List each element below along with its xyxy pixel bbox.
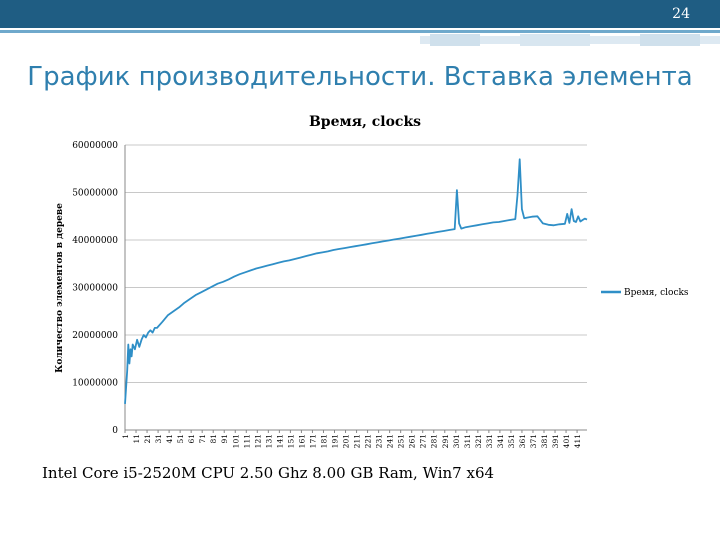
- x-tick-label-26: 261: [408, 434, 417, 448]
- x-tick-label-28: 281: [430, 434, 439, 448]
- x-tick-label-35: 351: [507, 434, 516, 448]
- axes: [124, 145, 587, 433]
- header-stripe-1: [0, 30, 720, 33]
- x-tick-label-16: 161: [297, 434, 306, 448]
- x-tick-label-14: 141: [275, 434, 284, 448]
- x-tick-label-13: 131: [264, 434, 273, 448]
- x-tick-label-3: 31: [154, 434, 163, 444]
- header-block-2: [520, 34, 590, 46]
- x-tick-label-27: 271: [419, 434, 428, 448]
- x-tick-label-38: 381: [540, 434, 549, 448]
- x-tick-label-23: 231: [375, 434, 384, 448]
- series-line-0: [124, 158, 588, 404]
- x-tick-label-19: 191: [330, 434, 339, 448]
- x-tick-label-7: 71: [198, 434, 207, 444]
- x-tick-label-37: 371: [529, 434, 538, 448]
- chart-title: Время, clocks: [309, 114, 421, 130]
- x-tick-label-0: 1: [121, 434, 130, 439]
- x-tick-label-12: 121: [253, 434, 262, 448]
- x-tick-label-39: 391: [551, 434, 560, 448]
- chart-caption: Intel Core i5-2520M CPU 2.50 Ghz 8.00 GB…: [42, 464, 495, 482]
- x-tick-label-33: 331: [485, 434, 494, 448]
- x-tick-label-10: 101: [231, 434, 240, 448]
- slide-number: 24: [672, 6, 690, 22]
- y-tick-labels: 0 10000000 20000000 30000000 40000000 5000000…: [72, 141, 118, 436]
- header-band: [0, 0, 720, 46]
- x-tick-label-36: 361: [518, 434, 527, 448]
- x-tick-label-1: 11: [132, 434, 141, 444]
- x-tick-label-40: 401: [562, 434, 571, 448]
- y-tick-label-6: 60000000: [72, 141, 118, 151]
- x-tick-label-2: 21: [143, 434, 152, 444]
- header-bar-dark: [0, 0, 720, 28]
- x-tick-label-31: 311: [463, 434, 472, 448]
- x-tick-label-32: 321: [474, 434, 483, 448]
- x-tick-label-6: 61: [187, 434, 196, 444]
- x-tick-label-5: 51: [176, 434, 185, 444]
- x-tick-label-41: 411: [573, 434, 582, 448]
- x-tick-label-9: 91: [220, 434, 229, 444]
- x-tick-label-4: 41: [165, 434, 174, 444]
- x-tick-label-20: 201: [342, 434, 351, 448]
- x-tick-label-21: 211: [353, 434, 362, 448]
- header-block-1: [430, 34, 480, 46]
- x-tick-label-25: 251: [397, 434, 406, 448]
- y-tick-label-4: 40000000: [72, 236, 118, 246]
- x-tick-label-30: 301: [452, 434, 461, 448]
- x-tick-label-18: 181: [319, 434, 328, 448]
- x-tick-label-22: 221: [364, 434, 373, 448]
- y-tick-label-1: 10000000: [72, 379, 118, 389]
- x-tick-label-17: 171: [308, 434, 317, 448]
- y-axis-label: Количество элементов в дереве: [55, 203, 65, 373]
- legend: Время, clocks: [601, 288, 689, 298]
- series-lines: [124, 158, 588, 404]
- x-tick-labels: 1 11 21 31 41 51 61 71 81 91 101 111 121 131 141 151 161…: [121, 434, 582, 448]
- slide-title: График производительности. Вставка элеме…: [27, 62, 693, 92]
- x-tick-label-8: 81: [209, 434, 218, 444]
- legend-label: Время, clocks: [624, 288, 689, 298]
- y-tick-label-2: 20000000: [72, 331, 118, 341]
- y-tick-label-3: 30000000: [72, 284, 118, 294]
- y-tick-label-5: 50000000: [72, 189, 118, 199]
- x-tick-label-29: 291: [441, 434, 450, 448]
- x-tick-label-15: 151: [286, 434, 295, 448]
- gridlines: [125, 144, 587, 383]
- x-tick-label-34: 341: [496, 434, 505, 448]
- header-block-3: [640, 34, 700, 46]
- x-tick-label-11: 111: [242, 434, 251, 448]
- y-tick-label-0: 0: [112, 426, 118, 436]
- x-tick-label-24: 241: [386, 434, 395, 448]
